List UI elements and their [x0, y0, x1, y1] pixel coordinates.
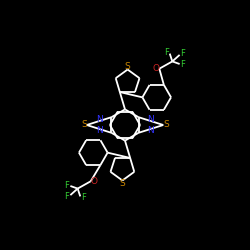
Text: O: O	[153, 64, 160, 73]
Text: S: S	[163, 120, 169, 130]
Text: S: S	[125, 62, 130, 71]
Text: F: F	[164, 48, 169, 57]
Text: N: N	[96, 115, 102, 124]
Text: F: F	[180, 60, 186, 69]
Text: F: F	[64, 181, 70, 190]
Text: N: N	[148, 115, 154, 124]
Text: F: F	[64, 192, 70, 201]
Text: F: F	[81, 193, 86, 202]
Text: S: S	[81, 120, 87, 130]
Text: S: S	[120, 179, 125, 188]
Text: F: F	[180, 49, 186, 58]
Text: N: N	[96, 126, 102, 135]
Text: O: O	[90, 177, 97, 186]
Text: N: N	[148, 126, 154, 135]
